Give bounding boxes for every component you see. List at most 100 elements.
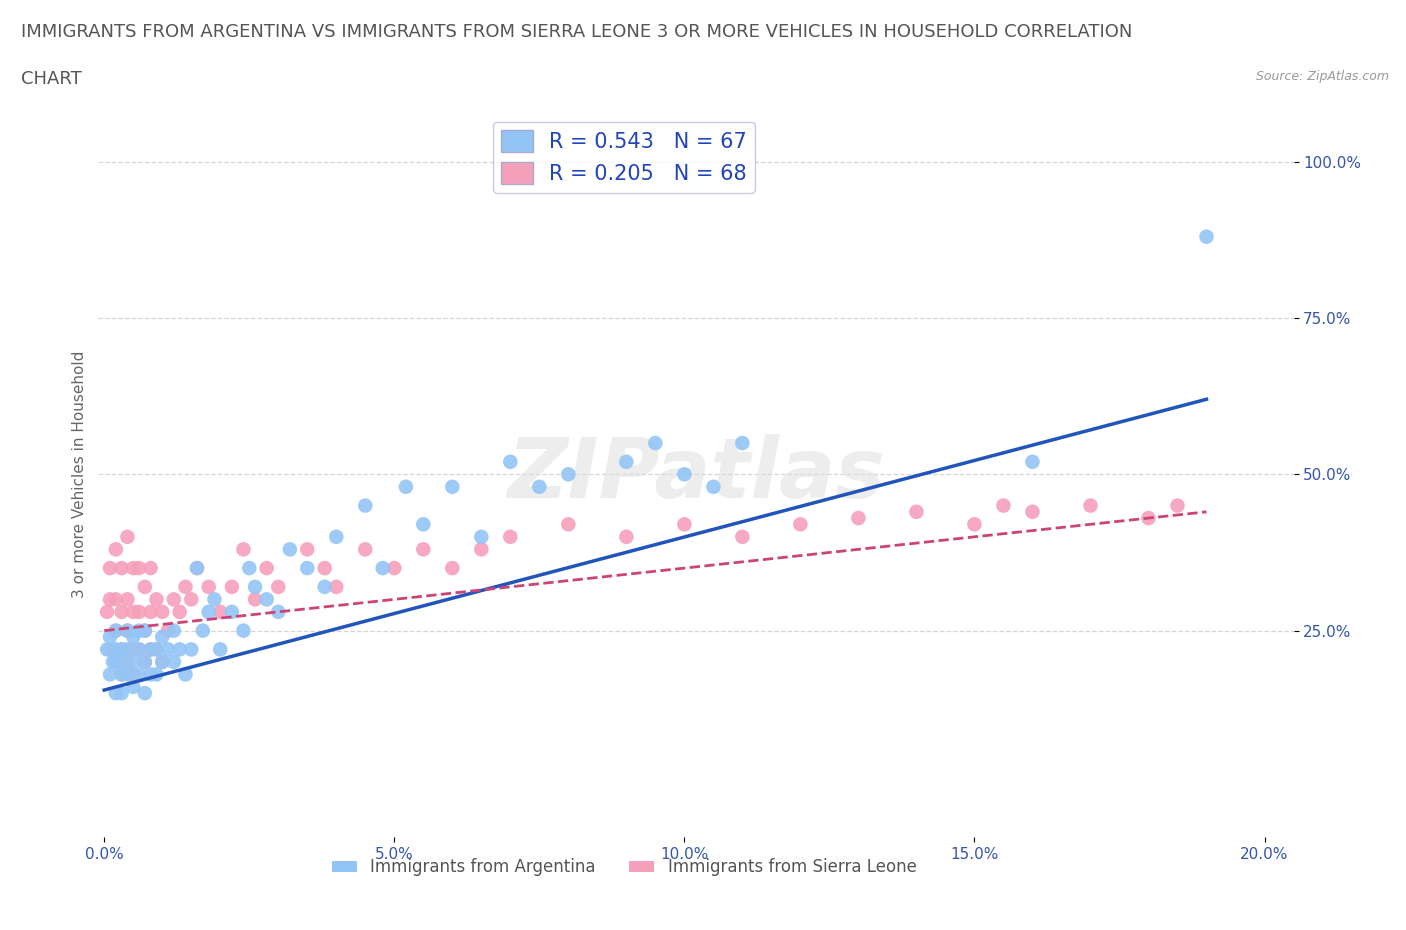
Point: [354, 498, 377, 513]
Point: [101, 655, 124, 670]
Point: [104, 623, 127, 638]
Point: [382, 561, 405, 576]
Point: [354, 542, 377, 557]
Point: [117, 623, 139, 638]
Point: [221, 579, 243, 594]
Point: [232, 623, 254, 638]
Point: [412, 542, 434, 557]
Point: [111, 685, 134, 700]
Point: [157, 642, 180, 657]
Point: [963, 517, 986, 532]
Point: [169, 642, 191, 657]
Point: [267, 579, 290, 594]
Point: [499, 455, 522, 470]
Point: [232, 542, 254, 557]
Point: [98, 591, 121, 606]
Point: [731, 435, 754, 450]
Point: [221, 604, 243, 619]
Point: [134, 685, 156, 700]
Point: [104, 655, 127, 670]
Point: [117, 623, 139, 638]
Point: [122, 561, 145, 576]
Point: [98, 630, 121, 644]
Point: [529, 479, 551, 494]
Point: [117, 655, 139, 670]
Point: [197, 604, 219, 619]
Point: [145, 667, 167, 682]
Point: [204, 591, 226, 606]
Point: [128, 604, 150, 619]
Point: [614, 455, 637, 470]
Point: [702, 479, 724, 494]
Point: [191, 623, 214, 638]
Point: [134, 623, 156, 638]
Point: [673, 517, 696, 532]
Point: [111, 561, 134, 576]
Point: [122, 604, 145, 619]
Point: [139, 667, 162, 682]
Point: [371, 561, 394, 576]
Point: [209, 642, 232, 657]
Point: [256, 591, 278, 606]
Point: [134, 579, 156, 594]
Point: [180, 591, 202, 606]
Point: [1080, 498, 1102, 513]
Point: [128, 623, 150, 638]
Point: [905, 504, 928, 519]
Point: [395, 479, 418, 494]
Point: [111, 655, 134, 670]
Point: [1021, 455, 1043, 470]
Y-axis label: 3 or more Vehicles in Household: 3 or more Vehicles in Household: [72, 351, 87, 598]
Point: [104, 542, 127, 557]
Point: [98, 642, 121, 657]
Point: [209, 604, 232, 619]
Point: [256, 561, 278, 576]
Point: [117, 667, 139, 682]
Text: CHART: CHART: [21, 70, 82, 87]
Point: [150, 630, 173, 644]
Point: [96, 604, 118, 619]
Point: [614, 529, 637, 544]
Point: [122, 642, 145, 657]
Point: [150, 655, 173, 670]
Text: IMMIGRANTS FROM ARGENTINA VS IMMIGRANTS FROM SIERRA LEONE 3 OR MORE VEHICLES IN : IMMIGRANTS FROM ARGENTINA VS IMMIGRANTS …: [21, 23, 1132, 41]
Point: [470, 529, 492, 544]
Point: [267, 604, 290, 619]
Point: [789, 517, 811, 532]
Point: [314, 561, 336, 576]
Point: [180, 642, 202, 657]
Point: [441, 479, 464, 494]
Point: [186, 561, 208, 576]
Point: [557, 467, 579, 482]
Point: [104, 655, 127, 670]
Point: [1021, 504, 1043, 519]
Point: [122, 667, 145, 682]
Point: [145, 591, 167, 606]
Point: [197, 579, 219, 594]
Point: [169, 604, 191, 619]
Point: [98, 667, 121, 682]
Point: [297, 542, 319, 557]
Text: ZIPatlas: ZIPatlas: [508, 433, 884, 515]
Text: Source: ZipAtlas.com: Source: ZipAtlas.com: [1256, 70, 1389, 83]
Point: [128, 667, 150, 682]
Point: [111, 667, 134, 682]
Point: [644, 435, 666, 450]
Point: [134, 655, 156, 670]
Point: [673, 467, 696, 482]
Point: [145, 642, 167, 657]
Point: [499, 529, 522, 544]
Point: [145, 642, 167, 657]
Point: [104, 685, 127, 700]
Point: [104, 623, 127, 638]
Point: [122, 680, 145, 695]
Point: [325, 579, 347, 594]
Point: [150, 655, 173, 670]
Point: [1195, 229, 1218, 244]
Point: [134, 655, 156, 670]
Point: [470, 542, 492, 557]
Point: [122, 630, 145, 644]
Point: [163, 655, 186, 670]
Point: [128, 642, 150, 657]
Point: [150, 604, 173, 619]
